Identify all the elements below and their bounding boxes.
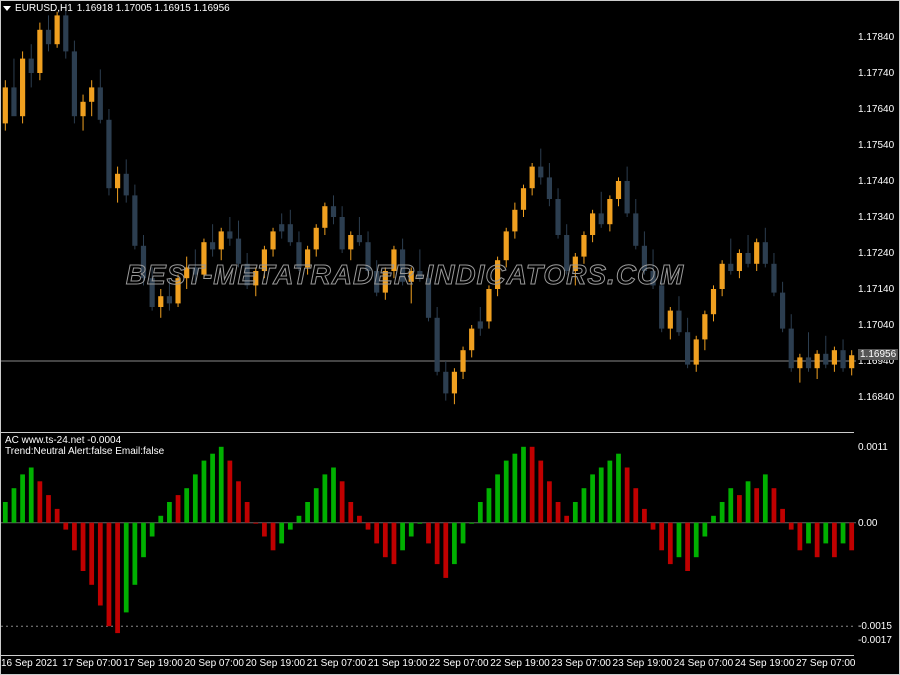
x-tick-label: 20 Sep 07:00 [184,658,244,669]
y-tick-label: 1.17540 [858,140,894,151]
y-tick-label: 1.16840 [858,392,894,403]
y-tick-label: 1.17340 [858,212,894,223]
x-tick-label: 16 Sep 2021 [1,658,58,669]
candlestick-chart[interactable] [1,1,856,433]
indicator-panel[interactable]: AC www.ts-24.net -0.0004 Trend:Neutral A… [1,433,854,656]
x-axis: 16 Sep 202117 Sep 07:0017 Sep 19:0020 Se… [1,656,854,674]
y-tick-label: 1.17040 [858,320,894,331]
chevron-down-icon[interactable] [3,6,11,11]
y-tick-label: 1.17140 [858,284,894,295]
x-tick-label: 24 Sep 19:00 [735,658,795,669]
x-tick-label: 23 Sep 07:00 [551,658,611,669]
y-tick-label: 1.17640 [858,104,894,115]
y-tick-label: 1.17740 [858,68,894,79]
chart-window[interactable]: EURUSD,H1 1.16918 1.17005 1.16915 1.1695… [0,0,900,675]
x-tick-label: 21 Sep 19:00 [368,658,428,669]
x-tick-label: 17 Sep 07:00 [62,658,122,669]
y-tick-label: 1.17840 [858,32,894,43]
x-tick-label: 17 Sep 19:00 [123,658,183,669]
x-tick-label: 22 Sep 19:00 [490,658,550,669]
indicator-y-tick: 0.00 [858,518,877,529]
x-tick-label: 27 Sep 07:00 [796,658,856,669]
indicator-y-tick: -0.0017 [858,635,892,646]
current-price-tag: 1.16956 [858,349,898,360]
x-tick-label: 21 Sep 07:00 [307,658,367,669]
x-tick-label: 23 Sep 19:00 [613,658,673,669]
x-tick-label: 20 Sep 19:00 [246,658,306,669]
indicator-title-line1: AC www.ts-24.net -0.0004 [5,435,164,446]
indicator-title: AC www.ts-24.net -0.0004 Trend:Neutral A… [5,435,164,457]
indicator-y-tick: 0.0011 [858,442,888,453]
x-tick-label: 24 Sep 07:00 [674,658,734,669]
x-tick-label: 22 Sep 07:00 [429,658,489,669]
symbol-label: EURUSD,H1 [15,3,73,14]
main-price-panel[interactable]: EURUSD,H1 1.16918 1.17005 1.16915 1.1695… [1,1,854,433]
ohlc-label: 1.16918 1.17005 1.16915 1.16956 [77,3,230,14]
indicator-y-tick: -0.0015 [858,621,892,632]
histogram-chart[interactable] [1,433,856,640]
y-axis: 1.17840 1.17740 1.17640 1.17540 1.17440 1.173… [854,1,899,656]
y-tick-label: 1.17440 [858,176,894,187]
y-tick-label: 1.17240 [858,248,894,259]
indicator-title-line2: Trend:Neutral Alert:false Email:false [5,446,164,457]
chart-title-bar[interactable]: EURUSD,H1 1.16918 1.17005 1.16915 1.1695… [3,3,230,14]
